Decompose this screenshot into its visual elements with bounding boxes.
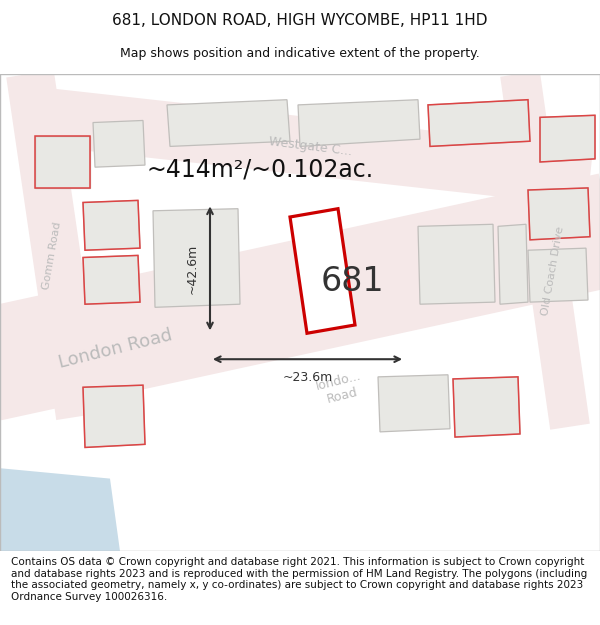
Polygon shape [378, 375, 450, 432]
Polygon shape [540, 115, 595, 162]
Polygon shape [167, 100, 290, 146]
Text: Westgate C...: Westgate C... [268, 135, 352, 158]
Text: Map shows position and indicative extent of the property.: Map shows position and indicative extent… [120, 47, 480, 59]
Polygon shape [418, 224, 495, 304]
Polygon shape [199, 284, 422, 341]
Text: London Road: London Road [56, 326, 174, 372]
Text: Old Coach Drive: Old Coach Drive [540, 226, 566, 316]
Text: Contains OS data © Crown copyright and database right 2021. This information is : Contains OS data © Crown copyright and d… [11, 557, 587, 602]
Polygon shape [528, 248, 588, 302]
Polygon shape [153, 209, 240, 308]
Polygon shape [298, 100, 420, 146]
Polygon shape [83, 385, 145, 448]
Polygon shape [500, 71, 590, 430]
Polygon shape [83, 201, 140, 250]
Polygon shape [35, 136, 90, 188]
Polygon shape [6, 70, 104, 420]
Text: londo...
Road: londo... Road [314, 369, 366, 408]
Text: 681: 681 [320, 265, 385, 298]
Text: 681, LONDON ROAD, HIGH WYCOMBE, HP11 1HD: 681, LONDON ROAD, HIGH WYCOMBE, HP11 1HD [112, 13, 488, 28]
Polygon shape [528, 188, 590, 240]
Polygon shape [0, 468, 120, 551]
Text: Gomm Road: Gomm Road [41, 221, 63, 290]
Text: ~414m²/~0.102ac.: ~414m²/~0.102ac. [146, 158, 374, 181]
Polygon shape [27, 86, 593, 206]
Text: ~23.6m: ~23.6m [283, 371, 332, 384]
Polygon shape [0, 174, 600, 420]
Polygon shape [428, 100, 530, 146]
Polygon shape [498, 224, 528, 304]
Text: ~42.6m: ~42.6m [185, 243, 199, 294]
Polygon shape [290, 209, 355, 333]
Polygon shape [93, 121, 145, 167]
Polygon shape [453, 377, 520, 437]
Polygon shape [83, 256, 140, 304]
